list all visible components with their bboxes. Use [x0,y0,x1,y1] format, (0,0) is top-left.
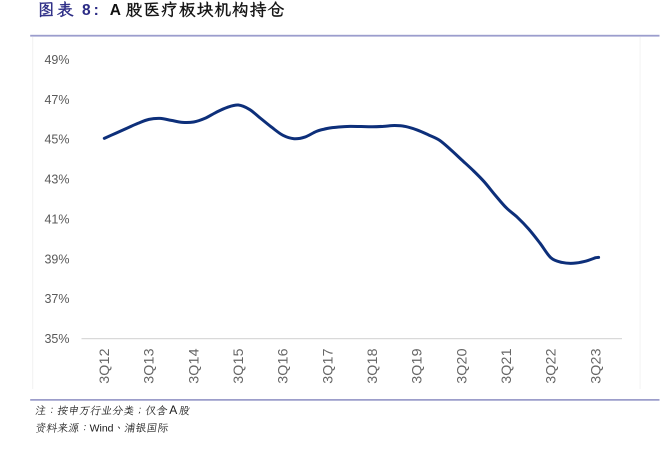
svg-text:41%: 41% [44,212,69,226]
svg-text:3Q21: 3Q21 [499,348,515,384]
svg-text:49%: 49% [44,53,69,67]
svg-text:37%: 37% [44,292,69,306]
svg-text:Wind: Wind [90,422,114,434]
svg-text:8: 8 [82,2,91,19]
svg-text:A: A [110,2,121,19]
svg-text:35%: 35% [44,332,69,346]
svg-text:3Q12: 3Q12 [97,348,113,384]
svg-text:3Q19: 3Q19 [410,348,426,384]
svg-text:3Q20: 3Q20 [454,348,470,384]
svg-text:3Q18: 3Q18 [365,348,381,384]
svg-text:45%: 45% [44,133,69,147]
svg-text:3Q16: 3Q16 [276,348,292,384]
svg-text:3Q23: 3Q23 [588,348,604,384]
svg-text:3Q17: 3Q17 [320,348,336,384]
svg-text:3Q22: 3Q22 [544,348,560,384]
svg-text:3Q15: 3Q15 [231,348,247,384]
svg-text:3Q13: 3Q13 [142,348,158,384]
svg-text:47%: 47% [44,93,69,107]
svg-text:3Q14: 3Q14 [186,348,202,384]
svg-text:39%: 39% [44,252,69,266]
svg-text::: : [94,2,99,19]
svg-text:A: A [169,403,177,417]
svg-text:43%: 43% [44,173,69,187]
